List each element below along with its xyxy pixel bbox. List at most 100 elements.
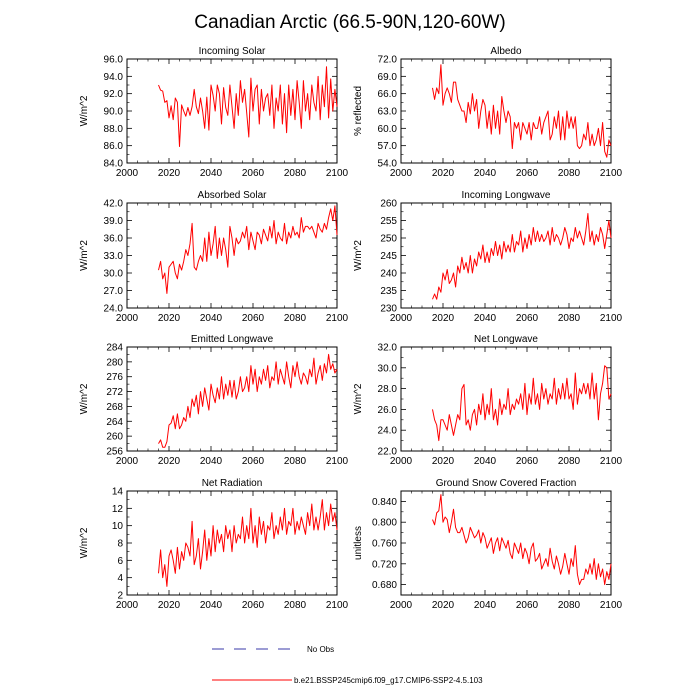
panel-title: Emitted Longwave bbox=[191, 334, 274, 345]
y-tick-label: 92.0 bbox=[104, 89, 124, 100]
y-tick-label: 57.0 bbox=[378, 141, 398, 152]
panel-5: Emitted Longwave W/m^2 2000 2020 2040 2060 208… bbox=[79, 334, 349, 467]
panel-title: Net Radiation bbox=[202, 478, 263, 489]
y-tick-label: 33.0 bbox=[104, 251, 124, 262]
y-axis-label: W/m^2 bbox=[353, 240, 364, 271]
x-tick-label: 2100 bbox=[600, 600, 623, 611]
x-tick-label: 2020 bbox=[432, 313, 455, 324]
y-tick-label: 69.0 bbox=[378, 72, 398, 83]
legend-model-label: b.e21.BSSP245cmip6.f09_g17.CMIP6-SSP2-4.… bbox=[294, 676, 483, 685]
y-tick-label: 235 bbox=[380, 286, 397, 297]
y-axis-label: W/m^2 bbox=[79, 527, 90, 558]
x-tick-label: 2020 bbox=[432, 456, 455, 467]
x-tick-label: 2040 bbox=[200, 600, 223, 611]
plot-frame bbox=[126, 346, 338, 452]
y-tick-label: 10 bbox=[112, 521, 124, 532]
x-tick-label: 2080 bbox=[558, 456, 581, 467]
panel-title: Incoming Solar bbox=[199, 46, 266, 57]
y-tick-label: 0.760 bbox=[372, 539, 397, 550]
series-line bbox=[432, 64, 612, 158]
x-tick-label: 2100 bbox=[326, 168, 349, 179]
y-tick-label: 90.0 bbox=[104, 107, 124, 118]
y-tick-label: 24.0 bbox=[104, 304, 124, 315]
x-tick-label: 2080 bbox=[284, 600, 307, 611]
series-line bbox=[432, 494, 612, 586]
panel-title: Absorbed Solar bbox=[198, 190, 268, 201]
x-tick-label: 2100 bbox=[326, 313, 349, 324]
x-tick-label: 2100 bbox=[326, 456, 349, 467]
x-tick-label: 2040 bbox=[200, 168, 223, 179]
y-tick-label: 280 bbox=[106, 357, 123, 368]
x-tick-label: 2040 bbox=[474, 313, 497, 324]
x-tick-label: 2020 bbox=[158, 456, 181, 467]
x-tick-label: 2100 bbox=[600, 313, 623, 324]
y-tick-label: 264 bbox=[106, 417, 123, 428]
x-tick-label: 2000 bbox=[116, 600, 139, 611]
legend: No Obs b.e21.BSSP245cmip6.f09_g17.CMIP6-… bbox=[212, 645, 483, 685]
y-tick-label: 268 bbox=[106, 402, 123, 413]
y-tick-label: 32.0 bbox=[378, 343, 398, 354]
y-tick-label: 66.0 bbox=[378, 89, 398, 100]
y-tick-label: 284 bbox=[106, 343, 123, 354]
x-tick-label: 2040 bbox=[474, 456, 497, 467]
series-line bbox=[158, 353, 338, 448]
legend-obs-label: No Obs bbox=[307, 645, 334, 654]
x-tick-label: 2080 bbox=[284, 168, 307, 179]
x-tick-label: 2080 bbox=[284, 456, 307, 467]
y-tick-label: 54.0 bbox=[378, 159, 398, 170]
plot-frame bbox=[400, 58, 612, 164]
x-tick-label: 2100 bbox=[600, 168, 623, 179]
y-tick-label: 84.0 bbox=[104, 159, 124, 170]
panel-6: Net Longwave W/m^2 2000 2020 2040 2060 2080 210… bbox=[353, 334, 623, 467]
y-tick-label: 63.0 bbox=[378, 107, 398, 118]
plot-frame bbox=[400, 202, 612, 309]
x-tick-label: 2000 bbox=[390, 313, 413, 324]
y-tick-label: 272 bbox=[106, 387, 123, 398]
y-tick-label: 24.0 bbox=[378, 426, 398, 437]
x-tick-label: 2000 bbox=[116, 456, 139, 467]
x-tick-label: 2000 bbox=[116, 313, 139, 324]
y-tick-label: 4 bbox=[117, 573, 123, 584]
y-tick-label: 276 bbox=[106, 372, 123, 383]
plot-frame bbox=[400, 346, 612, 452]
x-tick-label: 2000 bbox=[390, 600, 413, 611]
panel-title: Ground Snow Covered Fraction bbox=[436, 478, 577, 489]
y-tick-label: 94.0 bbox=[104, 72, 124, 83]
panel-title: Net Longwave bbox=[474, 334, 538, 345]
figure-title: Canadian Arctic (66.5-90N,120-60W) bbox=[194, 12, 506, 33]
y-tick-label: 22.0 bbox=[378, 447, 398, 458]
x-tick-label: 2060 bbox=[242, 600, 265, 611]
panel-1: Incoming Solar W/m^2 2000 2020 2040 2060 2080 2… bbox=[79, 46, 349, 179]
y-tick-label: 30.0 bbox=[378, 363, 398, 374]
y-tick-label: 2 bbox=[117, 591, 123, 602]
series-line bbox=[158, 205, 338, 294]
x-tick-label: 2000 bbox=[390, 168, 413, 179]
x-tick-label: 2040 bbox=[200, 456, 223, 467]
panel-4: Incoming Longwave W/m^2 2000 2020 2040 2060 20… bbox=[353, 190, 623, 324]
plot-frame bbox=[400, 490, 612, 596]
y-tick-label: 0.680 bbox=[372, 580, 397, 591]
plot-frame bbox=[126, 202, 338, 309]
y-tick-label: 240 bbox=[380, 269, 397, 280]
y-axis-label: W/m^2 bbox=[79, 95, 90, 126]
x-tick-label: 2060 bbox=[242, 168, 265, 179]
x-tick-label: 2060 bbox=[516, 313, 539, 324]
series-line bbox=[432, 213, 612, 300]
x-tick-label: 2020 bbox=[158, 313, 181, 324]
y-tick-label: 72.0 bbox=[378, 55, 398, 66]
x-tick-label: 2080 bbox=[558, 600, 581, 611]
plot-frame bbox=[126, 490, 338, 596]
panel-3: Absorbed Solar W/m^2 2000 2020 2040 2060 2080 2… bbox=[79, 190, 349, 324]
y-tick-label: 245 bbox=[380, 251, 397, 262]
y-tick-label: 28.0 bbox=[378, 384, 398, 395]
y-tick-label: 36.0 bbox=[104, 234, 124, 245]
y-tick-label: 255 bbox=[380, 216, 397, 227]
y-axis-label: W/m^2 bbox=[79, 383, 90, 414]
y-axis-label: unitless bbox=[353, 526, 364, 560]
series-line bbox=[432, 365, 612, 442]
y-tick-label: 27.0 bbox=[104, 286, 124, 297]
x-tick-label: 2080 bbox=[284, 313, 307, 324]
y-tick-label: 42.0 bbox=[104, 199, 124, 210]
series-line bbox=[158, 66, 338, 148]
